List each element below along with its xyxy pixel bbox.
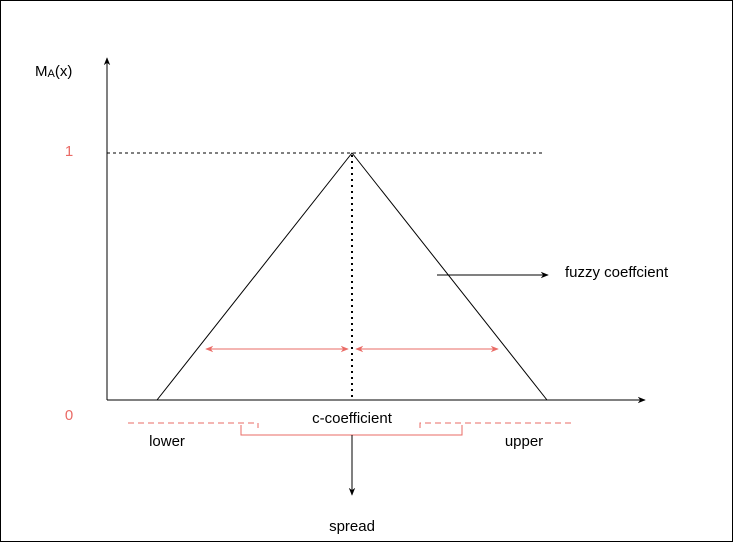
lower-dashed [128, 422, 259, 428]
tick-one: 1 [65, 143, 73, 160]
lower-label: lower [149, 433, 185, 450]
tick-zero: 0 [65, 407, 73, 424]
fuzzy-label: fuzzy coeffcient [565, 264, 669, 281]
axis-label-sub: A [48, 68, 56, 80]
axis-label: MA(x) [35, 63, 72, 80]
center-label: c-coefficient [312, 410, 393, 427]
axis-label-main: M [35, 63, 48, 80]
upper-label: upper [505, 433, 543, 450]
axis-label-arg: (x) [55, 63, 73, 80]
triangle [156, 152, 548, 401]
spread-label: spread [329, 518, 375, 535]
upper-dashed [419, 422, 575, 428]
